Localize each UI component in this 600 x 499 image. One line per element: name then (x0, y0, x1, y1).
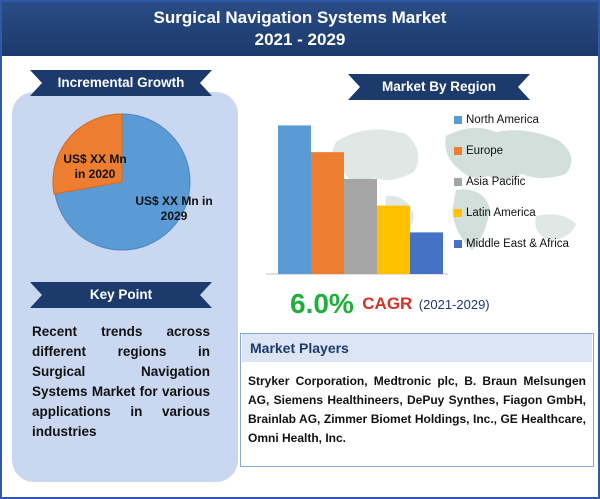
legend-label: Latin America (466, 207, 536, 219)
bar-middle-east-africa (410, 232, 443, 274)
pie-slice-2020 (52, 113, 123, 195)
bar-europe (311, 152, 344, 274)
legend-item: Asia Pacific (454, 174, 600, 205)
market-players-text: Stryker Corporation, Medtronic plc, B. B… (248, 374, 586, 445)
cagr-period: (2021-2029) (418, 296, 490, 312)
legend-label: Europe (466, 145, 504, 157)
bar-latin-america (377, 205, 410, 274)
cagr-value: 6.0% (290, 288, 354, 319)
market-players-heading: Market Players (242, 334, 592, 362)
legend-label: North America (466, 114, 539, 126)
bar-north-america (278, 125, 311, 274)
market-by-region-legend: North America Europe Asia Pacific Latin Ame… (454, 112, 600, 267)
bar-asia-pacific (344, 178, 377, 274)
legend-swatch (454, 178, 462, 186)
incremental-growth-pie (52, 113, 191, 251)
cagr-block: 6.0% CAGR (2021-2029) (290, 288, 550, 320)
key-point-text: Recent trends across different regions i… (32, 324, 210, 439)
legend-item: Latin America (454, 205, 600, 236)
legend-item: North America (454, 112, 600, 143)
legend-swatch (454, 240, 462, 248)
legend-swatch (454, 116, 462, 124)
legend-swatch (454, 209, 462, 217)
legend-label: Asia Pacific (466, 176, 526, 188)
page-subtitle-years: 2021 - 2029 (254, 30, 346, 49)
legend-label: Middle East & Africa (466, 238, 569, 250)
pie-label-2020: US$ XX Mn in 2020 (63, 152, 127, 181)
legend-item: Middle East & Africa (454, 236, 600, 267)
pie-label-2029: US$ XX Mn in 2029 (135, 194, 213, 223)
cagr-label: CAGR (362, 294, 413, 313)
legend-swatch (454, 147, 462, 155)
title-bar: Surgical Navigation Systems Market 2021 … (2, 2, 598, 56)
market-by-region-chart (266, 125, 448, 275)
world-map-graphic (332, 127, 576, 260)
legend-item: Europe (454, 143, 600, 174)
key-point-ribbon: Key Point (30, 282, 212, 308)
page-title: Surgical Navigation Systems Market (153, 8, 447, 27)
market-by-region-ribbon: Market By Region (348, 74, 530, 100)
incremental-growth-ribbon: Incremental Growth (30, 70, 212, 96)
